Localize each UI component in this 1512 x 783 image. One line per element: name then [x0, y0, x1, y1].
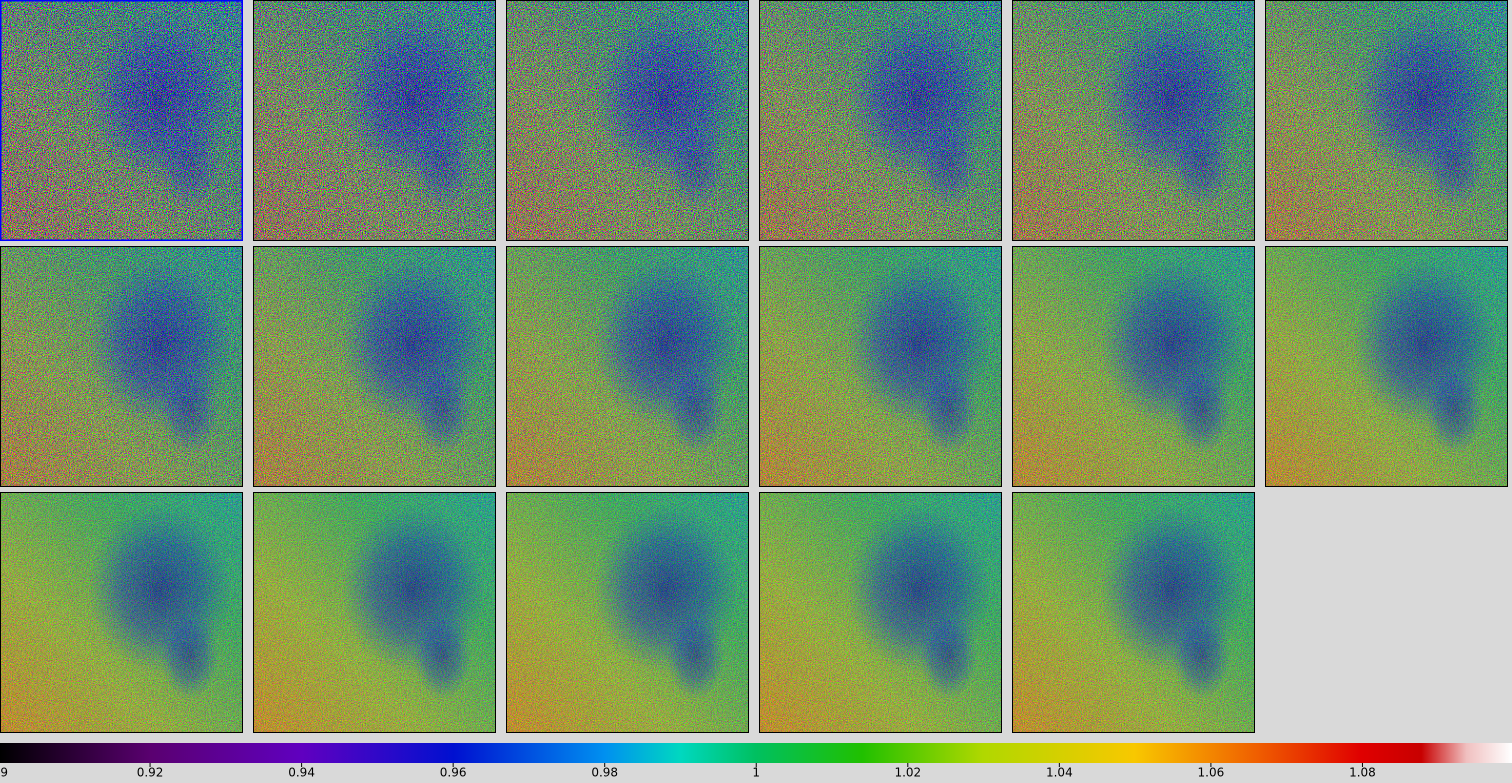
- tile-border: [506, 492, 749, 733]
- tile-noise: [759, 492, 1002, 733]
- colorbar-tick-label: 1: [752, 766, 760, 780]
- image-tile: [253, 246, 496, 487]
- colorbar-tick-label: 1.08: [1349, 766, 1376, 780]
- tile-noise: [506, 492, 749, 733]
- tile-border: [759, 492, 1002, 733]
- tile-noise: [253, 0, 496, 241]
- tile-border: [759, 0, 1002, 241]
- tile-border: [1012, 492, 1255, 733]
- tile-border: [1265, 246, 1508, 487]
- tile-border: [253, 0, 496, 241]
- tile-border: [506, 0, 749, 241]
- tile-noise: [506, 0, 749, 241]
- tile-noise: [759, 0, 1002, 241]
- tile-border: [0, 0, 243, 241]
- tile-border: [253, 492, 496, 733]
- colorbar-tick-label: 1.02: [894, 766, 921, 780]
- tile-border: [0, 492, 243, 733]
- image-tile: [759, 246, 1002, 487]
- tile-noise: [0, 246, 243, 487]
- image-tile: [1265, 246, 1508, 487]
- tile-noise: [506, 246, 749, 487]
- image-tile: [1265, 0, 1508, 241]
- colorbar-ticks: 0.9 0.92 0.94 0.96 0.98 1 1.02 1.04 1.06 1.08: [0, 763, 1376, 780]
- colorbar-tick-label: 0.94: [288, 766, 315, 780]
- tile-grid: [0, 0, 1508, 733]
- image-tile: [506, 492, 749, 733]
- image-tile: [0, 492, 243, 733]
- tile-noise: [0, 492, 243, 733]
- colorbar-tick-label: 0.9: [0, 766, 8, 780]
- colorbar-tick-label: 1.06: [1198, 766, 1225, 780]
- image-tile: [759, 492, 1002, 733]
- tile-noise: [1012, 492, 1255, 733]
- tile-noise: [253, 492, 496, 733]
- colorbar-tick-label: 0.96: [440, 766, 467, 780]
- image-tile: [0, 0, 243, 241]
- image-tile: [506, 246, 749, 487]
- tile-border: [0, 246, 243, 487]
- colorbar: [0, 743, 1512, 763]
- tile-noise: [1265, 0, 1508, 241]
- tile-noise: [0, 0, 243, 241]
- tile-border: [1012, 246, 1255, 487]
- tile-border: [1265, 0, 1508, 241]
- tile-border: [759, 246, 1002, 487]
- image-tile: [253, 0, 496, 241]
- image-tile: [1012, 0, 1255, 241]
- image-tile: [506, 0, 749, 241]
- tile-noise: [1012, 0, 1255, 241]
- colorbar-tick-label: 0.92: [137, 766, 164, 780]
- image-tile: [1012, 246, 1255, 487]
- tile-noise: [253, 246, 496, 487]
- tile-noise: [759, 246, 1002, 487]
- colorbar-tick-label: 1.04: [1046, 766, 1073, 780]
- image-tile: [759, 0, 1002, 241]
- tile-border: [253, 246, 496, 487]
- tile-border: [506, 246, 749, 487]
- tile-noise: [1012, 246, 1255, 487]
- tile-noise: [1265, 246, 1508, 487]
- image-tile: [1012, 492, 1255, 733]
- colorbar-tick-label: 0.98: [591, 766, 618, 780]
- image-tile: [253, 492, 496, 733]
- image-tile: [0, 246, 243, 487]
- tile-border: [1012, 0, 1255, 241]
